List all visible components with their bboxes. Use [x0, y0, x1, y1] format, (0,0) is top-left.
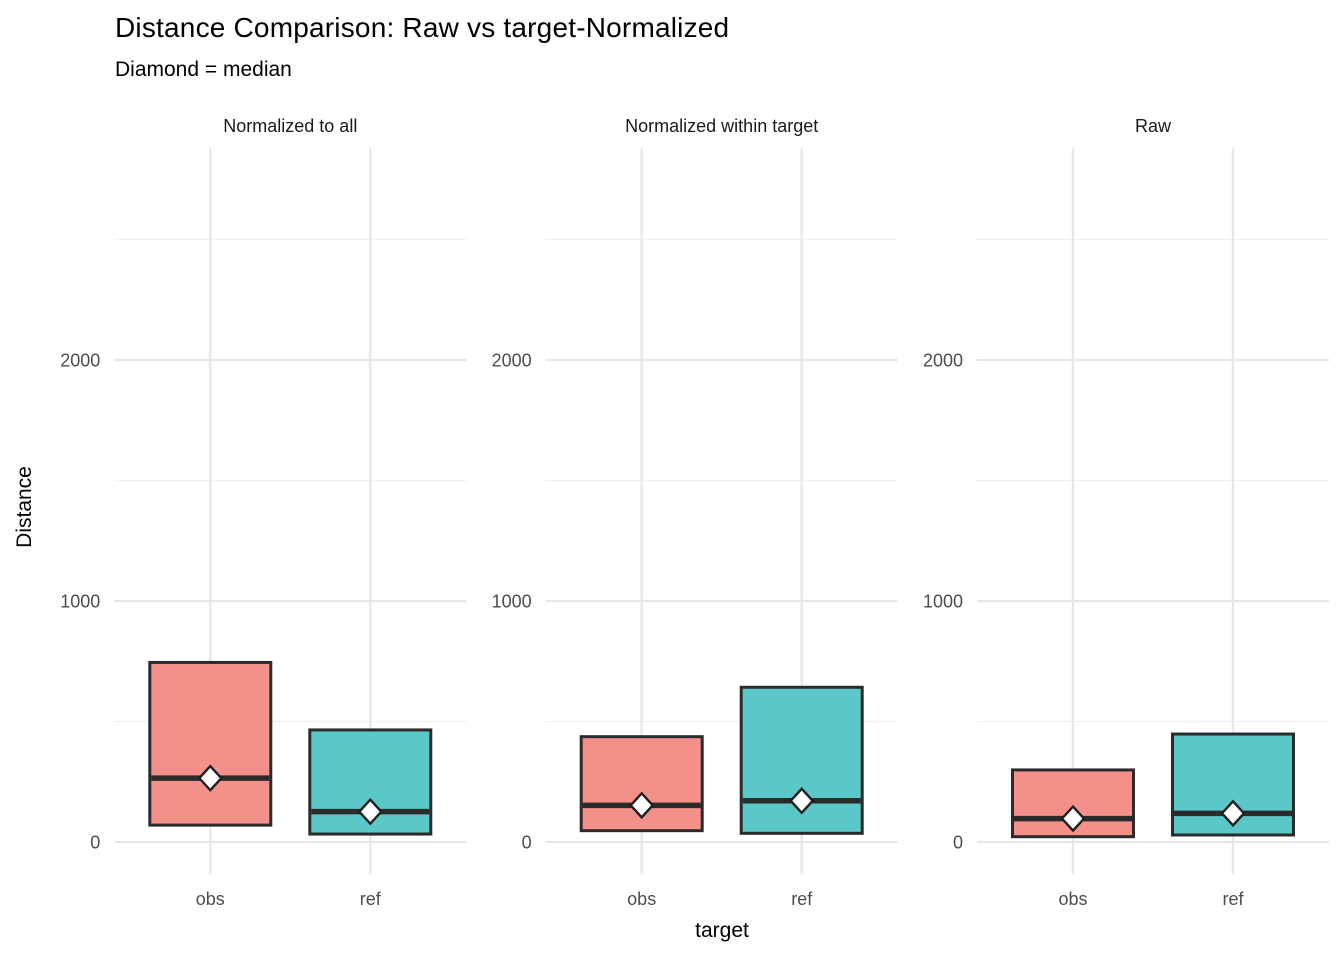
- y-axis-tick-label: 1000: [492, 592, 532, 612]
- facet-strip-label: Normalized to all: [223, 116, 357, 136]
- y-axis-tick-label: 2000: [492, 351, 532, 371]
- median-diamond-icon: [1220, 799, 1246, 828]
- chart-title: Distance Comparison: Raw vs target-Norma…: [115, 12, 730, 43]
- x-axis-tick-label: ref: [791, 889, 813, 909]
- median-diamond-icon: [197, 764, 223, 792]
- median-diamond-icon: [1060, 804, 1086, 833]
- x-axis-tick-label: ref: [360, 889, 382, 909]
- x-axis-tick-label: ref: [1222, 889, 1244, 909]
- x-axis-tick-label: obs: [196, 889, 225, 909]
- y-axis-tick-label: 0: [522, 833, 532, 853]
- crossbar-obs: [148, 660, 273, 827]
- y-axis-tick-label: 2000: [923, 351, 963, 371]
- median-diamond-icon: [357, 797, 383, 826]
- facet-strip-label: Raw: [1135, 116, 1172, 136]
- y-axis-tick-label: 0: [953, 833, 963, 853]
- x-axis-tick-label: obs: [627, 889, 656, 909]
- median-diamond-icon: [789, 787, 815, 815]
- y-axis-tick-label: 0: [90, 833, 100, 853]
- chart-subtitle: Diamond = median: [115, 58, 292, 81]
- x-axis-tick-label: obs: [1058, 889, 1087, 909]
- median-diamond-icon: [629, 791, 655, 820]
- y-axis-tick-label: 1000: [60, 592, 100, 612]
- y-axis-tick-label: 1000: [923, 592, 963, 612]
- y-axis-tick-label: 2000: [60, 351, 100, 371]
- x-axis-title: target: [695, 919, 749, 942]
- facet-strip-label: Normalized within target: [625, 116, 818, 136]
